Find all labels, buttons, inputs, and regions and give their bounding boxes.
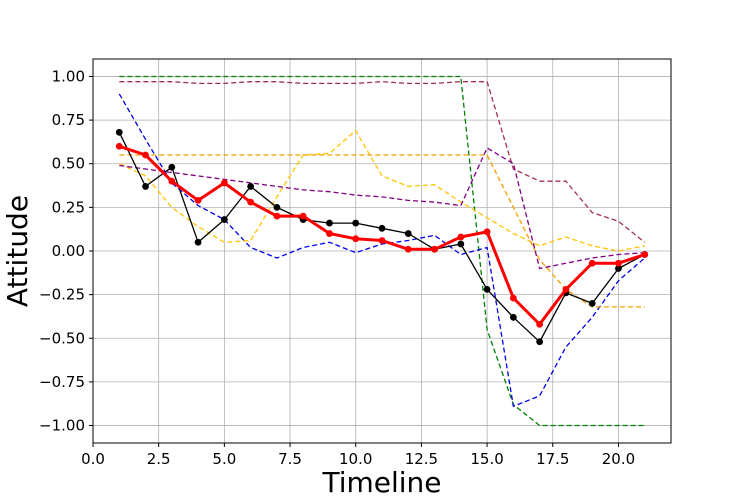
x-tick-label: 12.5 <box>405 450 438 468</box>
data-point <box>562 286 570 293</box>
data-point <box>326 219 333 227</box>
series-line-3 <box>118 93 646 407</box>
data-point <box>404 230 412 237</box>
data-point <box>483 286 491 293</box>
data-point <box>641 251 649 258</box>
data-point <box>615 259 622 267</box>
x-tick-label: 0.0 <box>81 450 105 468</box>
y-tick-label: 0.75 <box>52 111 85 129</box>
data-point <box>536 320 544 328</box>
x-tick-label: 7.5 <box>278 450 302 468</box>
data-point <box>536 338 544 346</box>
data-point <box>194 196 202 204</box>
data-point <box>588 299 596 307</box>
x-tick-label: 17.5 <box>536 450 569 468</box>
y-tick-label: −0.50 <box>39 329 85 347</box>
data-point <box>115 142 123 150</box>
data-point <box>378 224 386 232</box>
y-tick-label: −0.25 <box>39 286 85 304</box>
data-point <box>115 128 123 136</box>
data-point <box>404 245 412 253</box>
data-point <box>352 219 360 227</box>
y-tick-label: 0.25 <box>52 198 85 216</box>
x-tick-label: 5.0 <box>212 450 236 468</box>
series-line-2 <box>119 81 646 243</box>
data-point <box>168 163 176 171</box>
data-point <box>247 198 255 206</box>
data-point <box>220 179 228 187</box>
data-point <box>220 216 228 223</box>
data-point <box>352 235 360 243</box>
data-point <box>483 228 491 236</box>
data-point <box>247 183 255 190</box>
x-tick-label: 15.0 <box>470 450 503 468</box>
x-tick-label: 2.5 <box>147 450 171 468</box>
y-tick-label: 0.00 <box>52 242 85 260</box>
data-point <box>168 177 176 185</box>
x-axis-title: Timeline <box>321 466 441 498</box>
x-tick-label: 10.0 <box>339 450 372 468</box>
ticks: 0.0 2.5 5.0 7.5 10.0 12.5 15.0 17.5 20.0 1.00 0.75… <box>39 67 635 468</box>
y-tick-label: −0.75 <box>39 373 85 391</box>
data-point <box>326 230 333 237</box>
data-point <box>378 237 386 244</box>
grid <box>92 59 671 443</box>
series-line-8 <box>118 144 646 326</box>
data-point <box>142 183 149 190</box>
data-point <box>457 240 465 248</box>
y-axis-title: Attitude <box>1 195 34 307</box>
series-lines <box>115 75 649 427</box>
data-point <box>273 212 281 220</box>
y-tick-label: −1.00 <box>39 417 85 435</box>
data-point <box>299 212 307 220</box>
data-point <box>457 233 465 241</box>
series-line-6 <box>119 147 645 270</box>
data-point <box>431 245 438 253</box>
x-tick-label: 20.0 <box>602 450 635 468</box>
data-point <box>273 203 281 211</box>
data-point <box>194 238 202 246</box>
data-point <box>142 151 149 159</box>
y-tick-label: 1.00 <box>52 67 85 85</box>
series-line-4 <box>119 129 645 252</box>
data-point <box>509 313 517 321</box>
data-point <box>588 259 596 267</box>
data-point <box>509 294 517 302</box>
y-tick-label: 0.50 <box>52 155 85 173</box>
data-point <box>615 265 622 272</box>
